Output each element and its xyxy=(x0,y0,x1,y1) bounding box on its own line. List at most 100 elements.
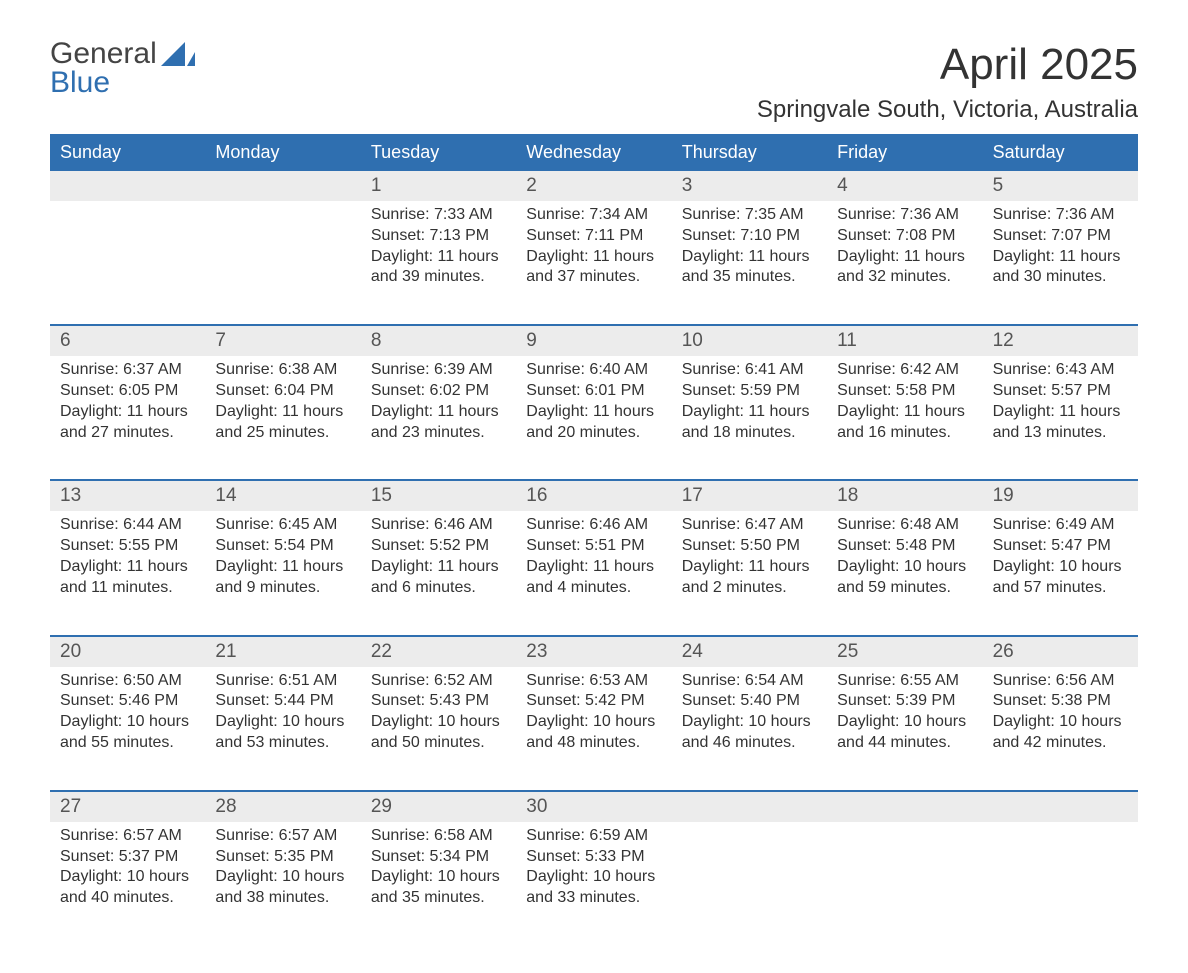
day-cell: Sunrise: 6:48 AMSunset: 5:48 PMDaylight:… xyxy=(827,511,982,622)
date-number: 3 xyxy=(672,171,827,201)
sunset-text: Sunset: 5:47 PM xyxy=(993,536,1128,557)
sunrise-text: Sunrise: 6:43 AM xyxy=(993,360,1128,381)
sunrise-text: Sunrise: 6:58 AM xyxy=(371,826,506,847)
sunrise-text: Sunrise: 6:42 AM xyxy=(837,360,972,381)
calendar: Sunday Monday Tuesday Wednesday Thursday… xyxy=(50,134,1138,933)
sunset-text: Sunset: 5:44 PM xyxy=(215,691,350,712)
day-cell xyxy=(672,822,827,933)
sunrise-text: Sunrise: 6:40 AM xyxy=(526,360,661,381)
sunset-text: Sunset: 5:58 PM xyxy=(837,381,972,402)
sunrise-text: Sunrise: 6:38 AM xyxy=(215,360,350,381)
sunset-text: Sunset: 5:59 PM xyxy=(682,381,817,402)
sunset-text: Sunset: 5:43 PM xyxy=(371,691,506,712)
calendar-week: 6789101112Sunrise: 6:37 AMSunset: 6:05 P… xyxy=(50,324,1138,467)
sunrise-text: Sunrise: 7:36 AM xyxy=(993,205,1128,226)
date-number: 13 xyxy=(50,481,205,511)
sunrise-text: Sunrise: 6:52 AM xyxy=(371,671,506,692)
date-number: 17 xyxy=(672,481,827,511)
date-number: 14 xyxy=(205,481,360,511)
sunset-text: Sunset: 6:05 PM xyxy=(60,381,195,402)
sunset-text: Sunset: 5:50 PM xyxy=(682,536,817,557)
daylight-text: Daylight: 11 hours and 20 minutes. xyxy=(526,402,661,444)
content-row: Sunrise: 7:33 AMSunset: 7:13 PMDaylight:… xyxy=(50,201,1138,312)
daylight-text: Daylight: 11 hours and 13 minutes. xyxy=(993,402,1128,444)
date-number: 24 xyxy=(672,637,827,667)
sunset-text: Sunset: 5:39 PM xyxy=(837,691,972,712)
sunrise-text: Sunrise: 7:35 AM xyxy=(682,205,817,226)
date-number: 16 xyxy=(516,481,671,511)
sunrise-text: Sunrise: 6:46 AM xyxy=(371,515,506,536)
sunset-text: Sunset: 7:13 PM xyxy=(371,226,506,247)
date-number: 23 xyxy=(516,637,671,667)
daylight-text: Daylight: 11 hours and 35 minutes. xyxy=(682,247,817,289)
day-cell: Sunrise: 7:34 AMSunset: 7:11 PMDaylight:… xyxy=(516,201,671,312)
sunrise-text: Sunrise: 6:50 AM xyxy=(60,671,195,692)
sunrise-text: Sunrise: 6:54 AM xyxy=(682,671,817,692)
content-row: Sunrise: 6:44 AMSunset: 5:55 PMDaylight:… xyxy=(50,511,1138,622)
day-cell: Sunrise: 6:50 AMSunset: 5:46 PMDaylight:… xyxy=(50,667,205,778)
date-row: 13141516171819 xyxy=(50,481,1138,511)
daylight-text: Daylight: 11 hours and 37 minutes. xyxy=(526,247,661,289)
content-row: Sunrise: 6:37 AMSunset: 6:05 PM Daylight:… xyxy=(50,356,1138,467)
daylight-text: Daylight: 11 hours and 9 minutes. xyxy=(215,557,350,599)
sunset-text: Sunset: 5:37 PM xyxy=(60,847,195,868)
daylight-text: Daylight: 10 hours and 46 minutes. xyxy=(682,712,817,754)
date-number xyxy=(983,792,1138,822)
day-cell: Sunrise: 6:58 AMSunset: 5:34 PMDaylight:… xyxy=(361,822,516,933)
day-cell: Sunrise: 6:39 AMSunset: 6:02 PMDaylight:… xyxy=(361,356,516,467)
calendar-week: 20212223242526Sunrise: 6:50 AMSunset: 5:… xyxy=(50,635,1138,778)
daylight-text: Daylight: 10 hours and 33 minutes. xyxy=(526,867,661,909)
date-number: 26 xyxy=(983,637,1138,667)
day-cell: Sunrise: 6:41 AMSunset: 5:59 PMDaylight:… xyxy=(672,356,827,467)
daylight-text: Daylight: 10 hours and 57 minutes. xyxy=(993,557,1128,599)
day-cell: Sunrise: 6:59 AMSunset: 5:33 PMDaylight:… xyxy=(516,822,671,933)
daylight-text: Daylight: 11 hours and 25 minutes. xyxy=(215,402,350,444)
sunset-text: Sunset: 6:04 PM xyxy=(215,381,350,402)
date-number: 6 xyxy=(50,326,205,356)
date-number: 18 xyxy=(827,481,982,511)
daylight-text: Daylight: 11 hours and 18 minutes. xyxy=(682,402,817,444)
sunrise-text: Sunrise: 6:53 AM xyxy=(526,671,661,692)
date-number: 28 xyxy=(205,792,360,822)
sunrise-text: Sunrise: 7:33 AM xyxy=(371,205,506,226)
day-cell xyxy=(983,822,1138,933)
date-number: 4 xyxy=(827,171,982,201)
sunset-text: Sunset: 5:46 PM xyxy=(60,691,195,712)
date-number: 11 xyxy=(827,326,982,356)
sunset-text: Sunset: 5:52 PM xyxy=(371,536,506,557)
day-cell: Sunrise: 6:49 AMSunset: 5:47 PMDaylight:… xyxy=(983,511,1138,622)
day-cell: Sunrise: 6:53 AMSunset: 5:42 PMDaylight:… xyxy=(516,667,671,778)
day-cell: Sunrise: 6:57 AMSunset: 5:37 PMDaylight:… xyxy=(50,822,205,933)
date-number: 25 xyxy=(827,637,982,667)
day-cell: Sunrise: 6:57 AMSunset: 5:35 PMDaylight:… xyxy=(205,822,360,933)
daylight-text: Daylight: 10 hours and 55 minutes. xyxy=(60,712,195,754)
day-cell xyxy=(205,201,360,312)
sunrise-text: Sunrise: 6:55 AM xyxy=(837,671,972,692)
daylight-text: Daylight: 10 hours and 42 minutes. xyxy=(993,712,1128,754)
sunset-text: Sunset: 7:08 PM xyxy=(837,226,972,247)
sunrise-text: Sunrise: 6:49 AM xyxy=(993,515,1128,536)
logo-sail-icon xyxy=(161,42,195,66)
date-number: 21 xyxy=(205,637,360,667)
day-cell: Sunrise: 7:35 AMSunset: 7:10 PMDaylight:… xyxy=(672,201,827,312)
sunset-text: Sunset: 5:35 PM xyxy=(215,847,350,868)
daylight-text: Daylight: 11 hours and 11 minutes. xyxy=(60,557,195,599)
sunrise-text: Sunrise: 6:45 AM xyxy=(215,515,350,536)
day-cell: Sunrise: 6:54 AMSunset: 5:40 PMDaylight:… xyxy=(672,667,827,778)
day-cell: Sunrise: 6:52 AMSunset: 5:43 PMDaylight:… xyxy=(361,667,516,778)
day-cell: Sunrise: 6:43 AMSunset: 5:57 PMDaylight:… xyxy=(983,356,1138,467)
day-header: Thursday xyxy=(672,134,827,171)
sunset-text: Sunset: 5:33 PM xyxy=(526,847,661,868)
daylight-text: Daylight: 11 hours and 39 minutes. xyxy=(371,247,506,289)
date-number: 15 xyxy=(361,481,516,511)
daylight-text: Daylight: 11 hours and 6 minutes. xyxy=(371,557,506,599)
day-cell: Sunrise: 6:46 AMSunset: 5:52 PMDaylight:… xyxy=(361,511,516,622)
date-number: 20 xyxy=(50,637,205,667)
sunrise-text: Sunrise: 6:37 AM xyxy=(60,360,195,381)
day-cell: Sunrise: 6:56 AMSunset: 5:38 PMDaylight:… xyxy=(983,667,1138,778)
date-number: 29 xyxy=(361,792,516,822)
day-cell: Sunrise: 6:44 AMSunset: 5:55 PMDaylight:… xyxy=(50,511,205,622)
sunrise-text: Sunrise: 6:46 AM xyxy=(526,515,661,536)
sunset-text: Sunset: 5:55 PM xyxy=(60,536,195,557)
sunrise-text: Sunrise: 6:41 AM xyxy=(682,360,817,381)
